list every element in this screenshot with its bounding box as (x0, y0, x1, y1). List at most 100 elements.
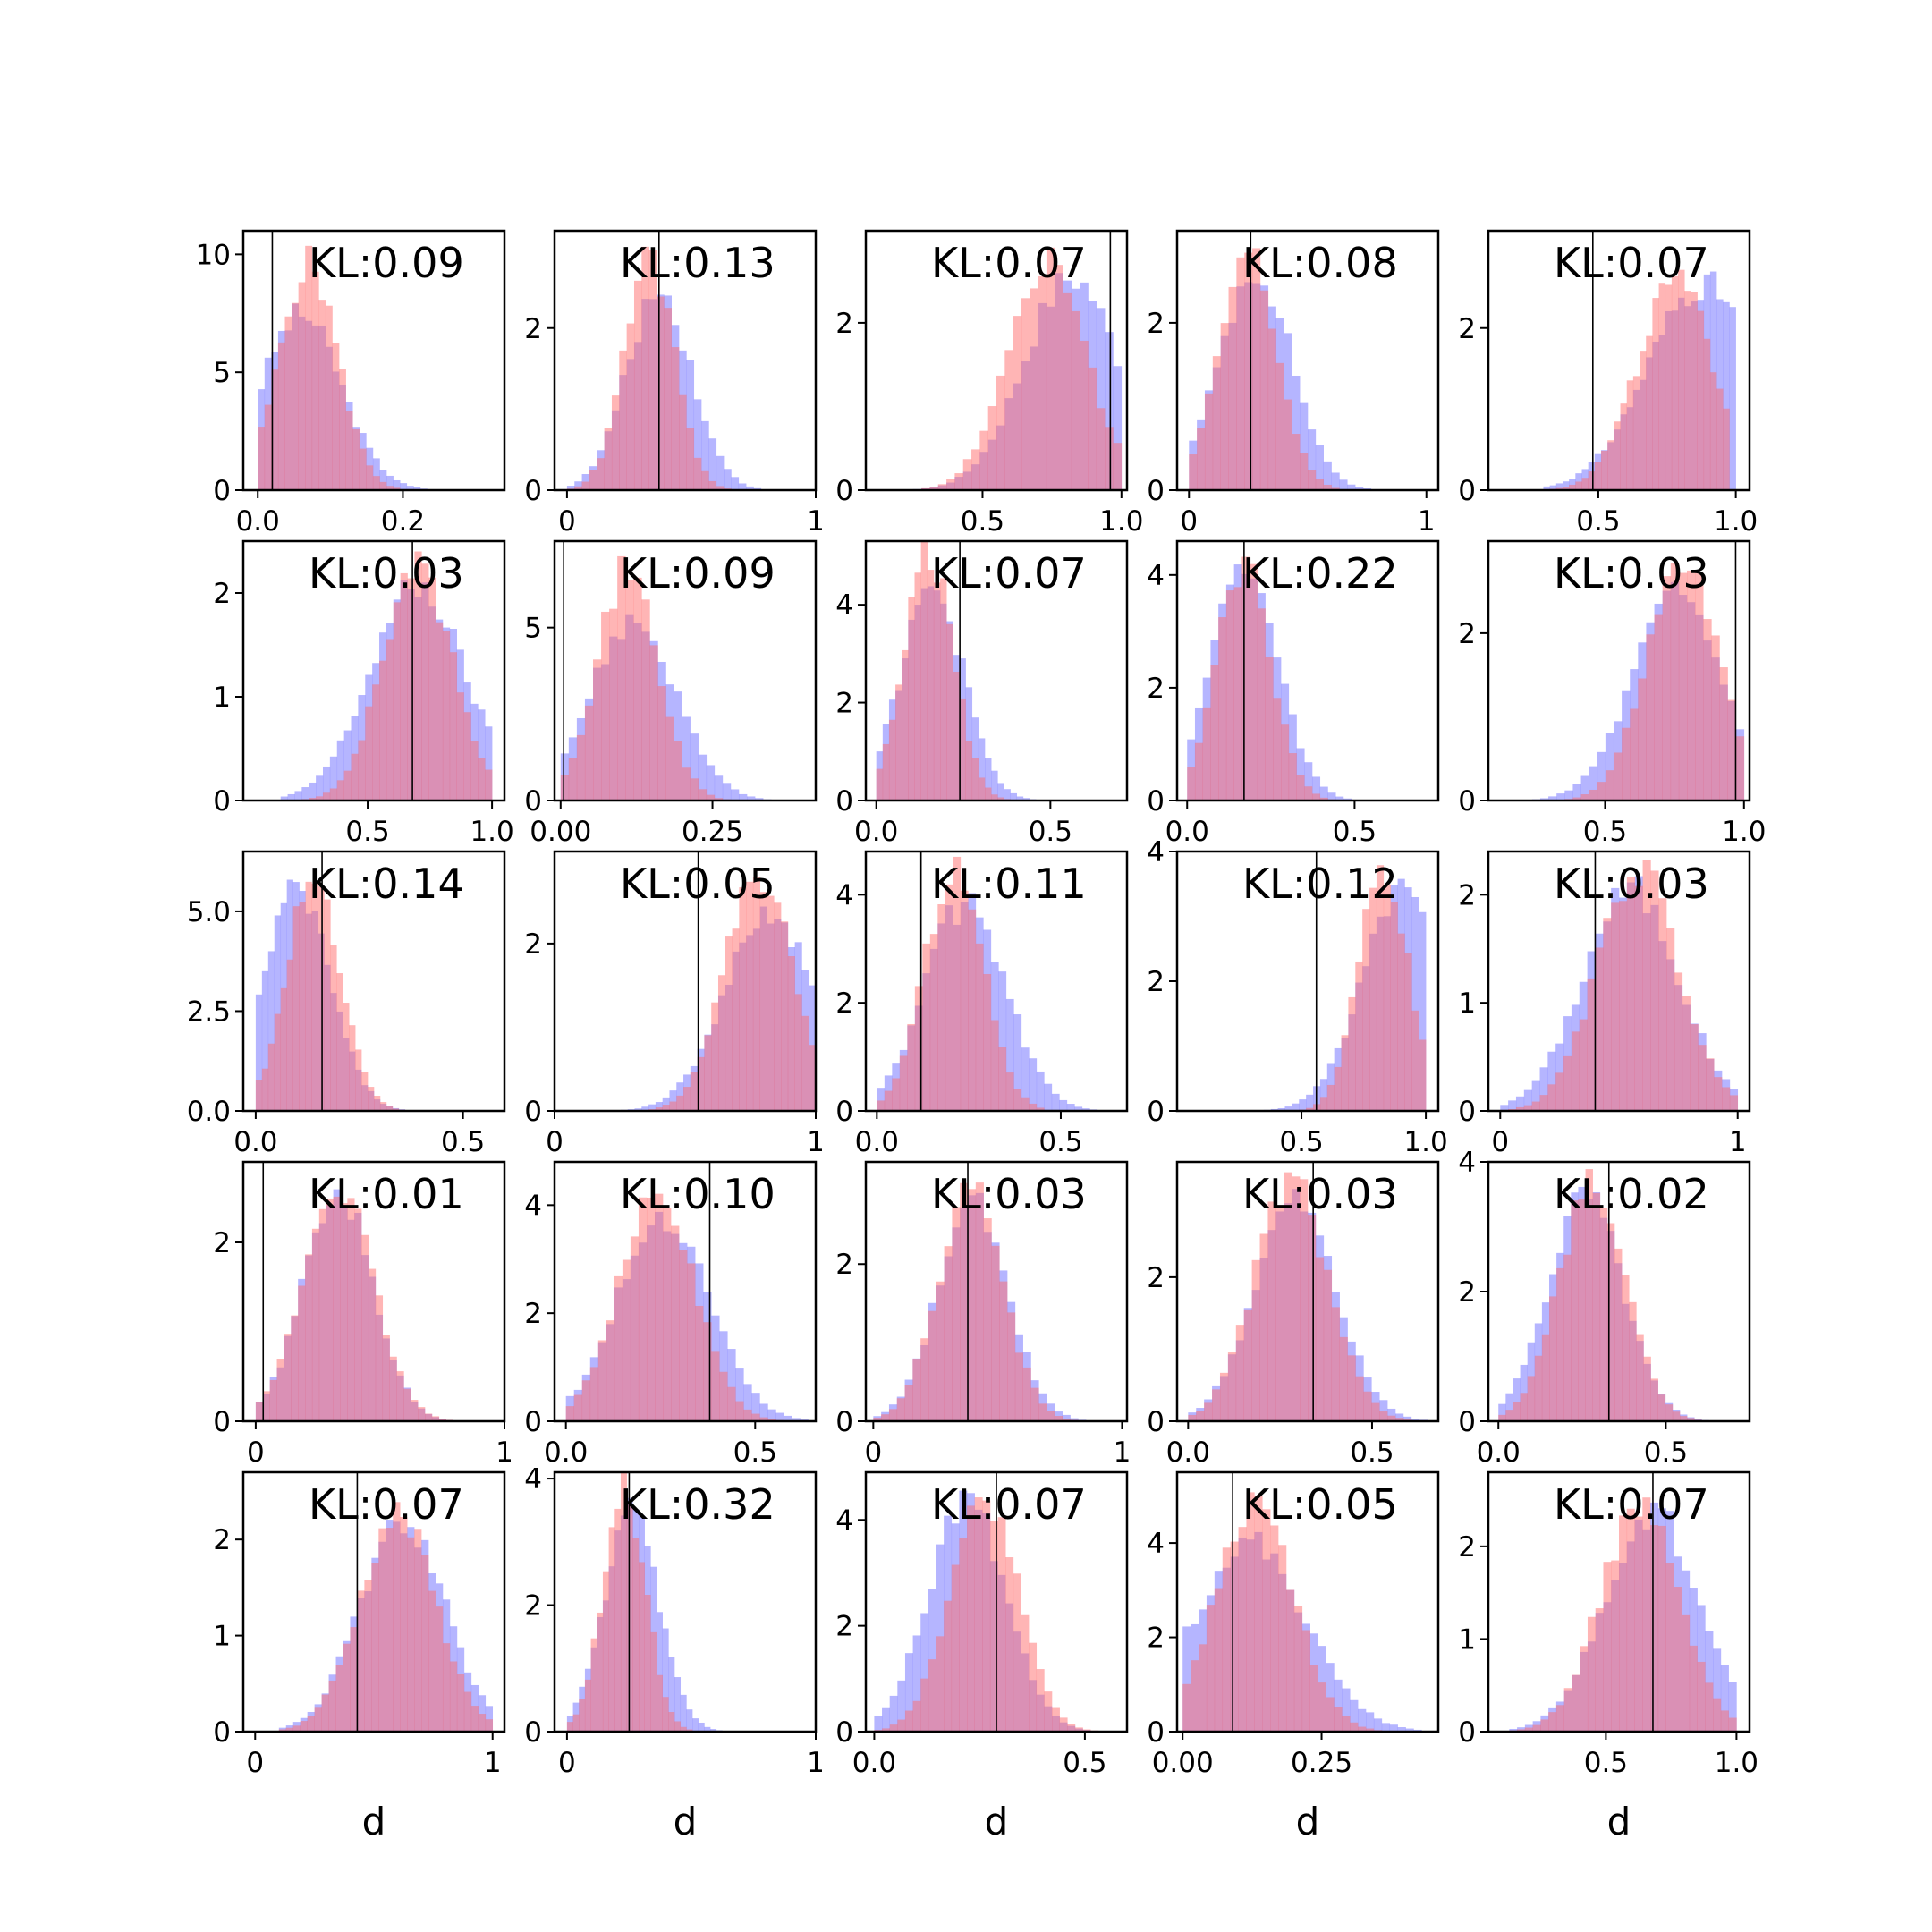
histogram-bar (1262, 1509, 1271, 1732)
histogram-bar (431, 1416, 440, 1421)
histogram-bar (990, 1020, 999, 1111)
y-tick-label: 2 (524, 1590, 542, 1623)
histogram-bar (1235, 1325, 1245, 1421)
histogram-bar (1187, 767, 1196, 801)
histogram-bar (1643, 1356, 1651, 1421)
histogram-bar (322, 766, 331, 801)
histogram-bar (292, 906, 300, 1111)
histogram-bar (912, 1700, 921, 1732)
histogram-bar (262, 1391, 270, 1421)
x-axis-title: d (674, 1800, 698, 1843)
histogram-bar (1021, 1097, 1030, 1111)
histogram-bar (1619, 901, 1628, 1111)
histogram-bar (1636, 1334, 1644, 1421)
histogram-bar (1563, 1055, 1572, 1111)
histogram-bar (597, 458, 605, 490)
histogram-bar (267, 951, 275, 1111)
histogram-bar (264, 404, 272, 490)
histogram-bar (1293, 1606, 1303, 1732)
x-tick-label: 0 (546, 1126, 564, 1158)
histogram-bar (1277, 1107, 1285, 1111)
x-tick-label: 0.5 (441, 1126, 485, 1158)
histogram-bar (724, 936, 733, 1111)
x-axis-title: d (985, 1800, 1009, 1843)
histogram-bar (876, 768, 884, 801)
panel-r5-c2: 0 1 0 2 4 KL:0.32 d (524, 1463, 825, 1843)
histogram-bar (881, 1414, 890, 1421)
histogram-bar (1735, 736, 1745, 801)
axes-frame (553, 1470, 818, 1733)
axes-frame (242, 539, 506, 802)
histogram-bar (755, 798, 764, 801)
axes-frame (553, 1160, 818, 1423)
histogram-bar (393, 487, 401, 490)
histogram-bar (1658, 898, 1667, 1111)
histogram-bar (634, 1108, 642, 1111)
histogram-bar (1379, 1411, 1388, 1421)
histogram-bar (953, 671, 960, 801)
histogram-bar (1697, 1661, 1706, 1732)
y-tick-label: 2 (524, 1298, 542, 1330)
x-tick-label: 0 (864, 1436, 882, 1469)
kl-label: KL:0.01 (309, 1170, 464, 1218)
reference-histogram (887, 247, 1123, 490)
histogram-bar (584, 705, 594, 801)
x-tick-label: 1 (1729, 1126, 1747, 1158)
x-tick-label: 1.0 (1099, 505, 1143, 538)
histogram-bar (255, 1080, 263, 1111)
histogram-bar (328, 1680, 336, 1732)
reference-histogram (648, 877, 817, 1111)
histogram-bar (298, 1285, 306, 1421)
y-tick-label: 2 (835, 308, 853, 340)
histogram-bar (895, 684, 902, 801)
histogram-bar (1532, 1724, 1541, 1732)
histogram-bar (1013, 316, 1022, 490)
histogram-bar (982, 1500, 991, 1732)
axes-frame (1175, 539, 1440, 802)
histogram-bar (1080, 340, 1089, 490)
histogram-bar (611, 395, 620, 490)
histogram-bar (944, 1600, 953, 1732)
histogram-bar (311, 271, 319, 490)
histogram-bar (1300, 453, 1309, 490)
histogram-bar (1652, 298, 1659, 490)
histogram-bar (278, 1729, 287, 1732)
histogram-bar (951, 1564, 960, 1732)
histogram-bar (731, 477, 740, 490)
histogram-bar (655, 1107, 663, 1111)
histogram-bar (1614, 421, 1621, 490)
histogram-bar (633, 577, 642, 801)
histogram-bar (1706, 1058, 1715, 1111)
histogram-bar (746, 881, 754, 1111)
x-tick-label: 0.0 (1477, 1436, 1521, 1469)
histogram-bar (300, 1721, 308, 1732)
x-tick-label: 1 (807, 505, 825, 538)
kl-label: KL:0.13 (620, 239, 775, 287)
histogram-bar (1210, 665, 1219, 801)
histogram-bar (1010, 792, 1018, 801)
histogram-bar (1081, 1108, 1090, 1111)
y-tick-label: 5 (213, 357, 231, 389)
reference-histogram (565, 1193, 792, 1421)
histogram-bar (732, 928, 740, 1111)
histogram-bar (1678, 572, 1688, 801)
histogram-bar (682, 767, 691, 801)
histogram-bar (1355, 961, 1363, 1111)
histogram-bar (630, 1236, 640, 1421)
histogram-bar (1063, 292, 1072, 490)
histogram-bar (565, 1406, 575, 1421)
histogram-bar (1555, 1072, 1564, 1111)
kl-label: KL:0.03 (931, 1170, 1087, 1218)
histogram-bar (889, 1724, 898, 1732)
histogram-bar (581, 1380, 591, 1421)
kl-label: KL:0.03 (1554, 860, 1709, 908)
histogram-bar (1196, 1411, 1205, 1421)
histogram-bar (1534, 1355, 1543, 1421)
x-tick-label: 0.0 (1166, 1436, 1210, 1469)
panel-r4-c1: 0 1 0 2 KL:0.01 (213, 1160, 513, 1469)
histogram-bar (1626, 1508, 1635, 1732)
histogram-bar (1281, 724, 1290, 801)
histogram-bar (343, 730, 352, 801)
histogram-bar (912, 1359, 921, 1421)
histogram-bar (1580, 1646, 1589, 1732)
